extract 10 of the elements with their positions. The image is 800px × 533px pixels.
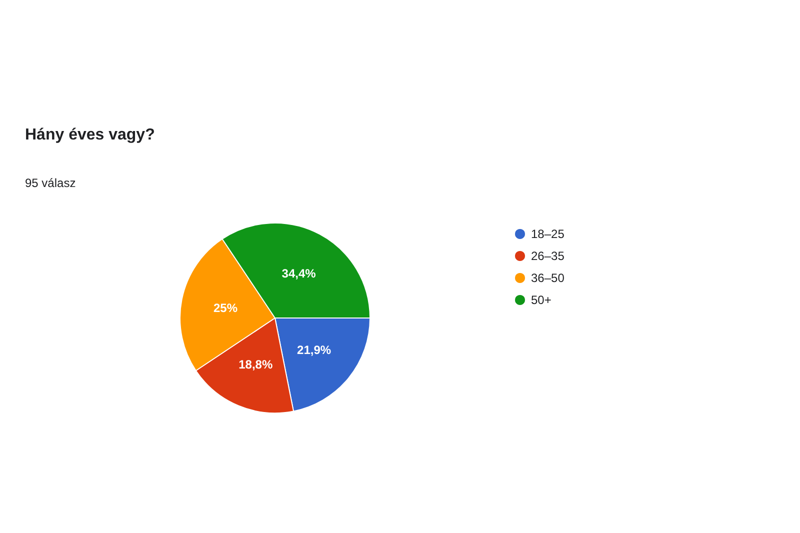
data-label: 25% [213,301,238,316]
legend-label: 50+ [531,293,552,307]
text: 95 válasz [25,176,76,190]
legend-label: 26–35 [531,249,565,263]
chart-title: Hány éves vagy? [25,126,155,144]
legend-label: 18–25 [531,227,565,241]
data-label: 18,8% [238,358,273,372]
data-label: 34,4% [282,266,316,280]
legend-label: 36–50 [531,271,565,285]
data-label: 21,9% [297,343,332,358]
